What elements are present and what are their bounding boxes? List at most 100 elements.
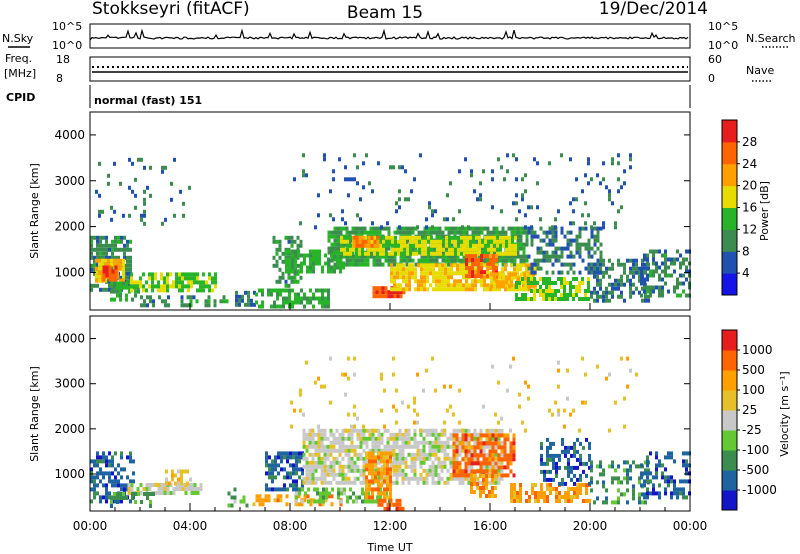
power-cell [349, 235, 352, 240]
velocity-cell [322, 495, 325, 500]
velocity-cell [509, 461, 513, 466]
power-cell [339, 262, 343, 267]
velocity-cell [114, 483, 117, 488]
velocity-cell [422, 428, 426, 433]
velocity-cell [383, 476, 387, 481]
velocity-cell [93, 479, 96, 484]
velocity-cell [305, 476, 309, 481]
time-tick-label: 00:00 [73, 519, 108, 533]
power-cell [371, 221, 374, 226]
velocity-cell [302, 440, 306, 445]
power-cell [341, 209, 344, 214]
velocity-cell [359, 472, 363, 477]
velocity-cell [646, 455, 649, 460]
power-cell [119, 258, 122, 263]
power-cell [578, 242, 582, 247]
power-cell [151, 288, 154, 293]
power-cell [474, 238, 478, 243]
power-cell [219, 299, 223, 304]
velocity-cell [329, 428, 333, 433]
power-cell [190, 280, 193, 285]
power-cell [536, 161, 539, 166]
velocity-cell [374, 444, 378, 449]
velocity-cbar-swatch [722, 390, 737, 411]
velocity-cbar-frame [721, 329, 738, 511]
power-cell [375, 230, 379, 235]
power-cell [415, 251, 418, 256]
power-cell [484, 243, 487, 248]
power-cell [404, 169, 407, 174]
power-cell [519, 275, 522, 280]
velocity-cell [356, 464, 360, 469]
velocity-cell [140, 500, 143, 504]
power-cell [420, 279, 423, 284]
velocity-cell [295, 483, 298, 488]
velocity-cell [301, 499, 304, 504]
velocity-y-tick-label: 3000 [54, 377, 85, 391]
power-cell [414, 271, 417, 276]
power-cell [646, 285, 649, 290]
velocity-cell [292, 467, 295, 472]
power-cell [599, 258, 602, 263]
velocity-cell [461, 445, 465, 450]
power-cell [93, 267, 96, 272]
velocity-cell [401, 432, 405, 437]
velocity-cell [590, 464, 593, 469]
power-cell [102, 247, 105, 252]
power-cell [465, 266, 468, 271]
velocity-cell [491, 465, 495, 470]
power-cell [463, 247, 466, 252]
velocity-cell [473, 456, 477, 461]
velocity-cell [546, 483, 549, 487]
power-cell [511, 247, 514, 252]
power-cell [318, 288, 321, 293]
velocity-cell [271, 475, 274, 480]
power-cell [490, 272, 493, 277]
power-cell [584, 289, 587, 293]
velocity-cell [326, 464, 330, 469]
velocity-cell [398, 498, 402, 503]
power-cell [387, 226, 391, 231]
power-cell [525, 234, 529, 239]
velocity-cell [314, 440, 318, 445]
velocity-y-tick-label: 4000 [54, 332, 85, 346]
power-cell [151, 280, 154, 285]
velocity-cell [383, 506, 387, 511]
power-cell [327, 292, 330, 297]
velocity-cell [413, 464, 417, 469]
power-cell [539, 266, 543, 271]
velocity-cell [509, 441, 513, 446]
power-cell [358, 235, 362, 240]
power-cell [367, 243, 371, 248]
power-cell [293, 279, 297, 284]
power-cell [673, 269, 676, 274]
power-cell [528, 263, 531, 268]
velocity-cell [416, 372, 419, 377]
power-cell [183, 303, 187, 308]
velocity-cell [552, 465, 555, 470]
power-cell [590, 290, 593, 295]
velocity-cell [664, 467, 667, 472]
velocity-cell [180, 477, 183, 482]
velocity-cell [617, 500, 620, 505]
power-cell [119, 266, 122, 271]
power-cell [527, 230, 531, 235]
velocity-cell [582, 469, 585, 474]
freq-unit: [MHz] [4, 67, 36, 80]
power-cell [101, 258, 104, 263]
velocity-cell [590, 480, 593, 485]
velocity-cell [588, 441, 591, 446]
power-cell [96, 243, 99, 248]
velocity-cell [419, 440, 423, 445]
velocity-cell [479, 428, 483, 433]
velocity-cell [320, 448, 324, 453]
velocity-cell [368, 463, 371, 468]
power-cell [378, 254, 382, 259]
power-cell [508, 235, 511, 240]
velocity-cell [476, 445, 480, 450]
power-cell [516, 271, 519, 276]
power-cell [655, 285, 658, 290]
power-cell [261, 288, 264, 293]
power-cell [539, 238, 543, 243]
power-cell [581, 258, 585, 263]
